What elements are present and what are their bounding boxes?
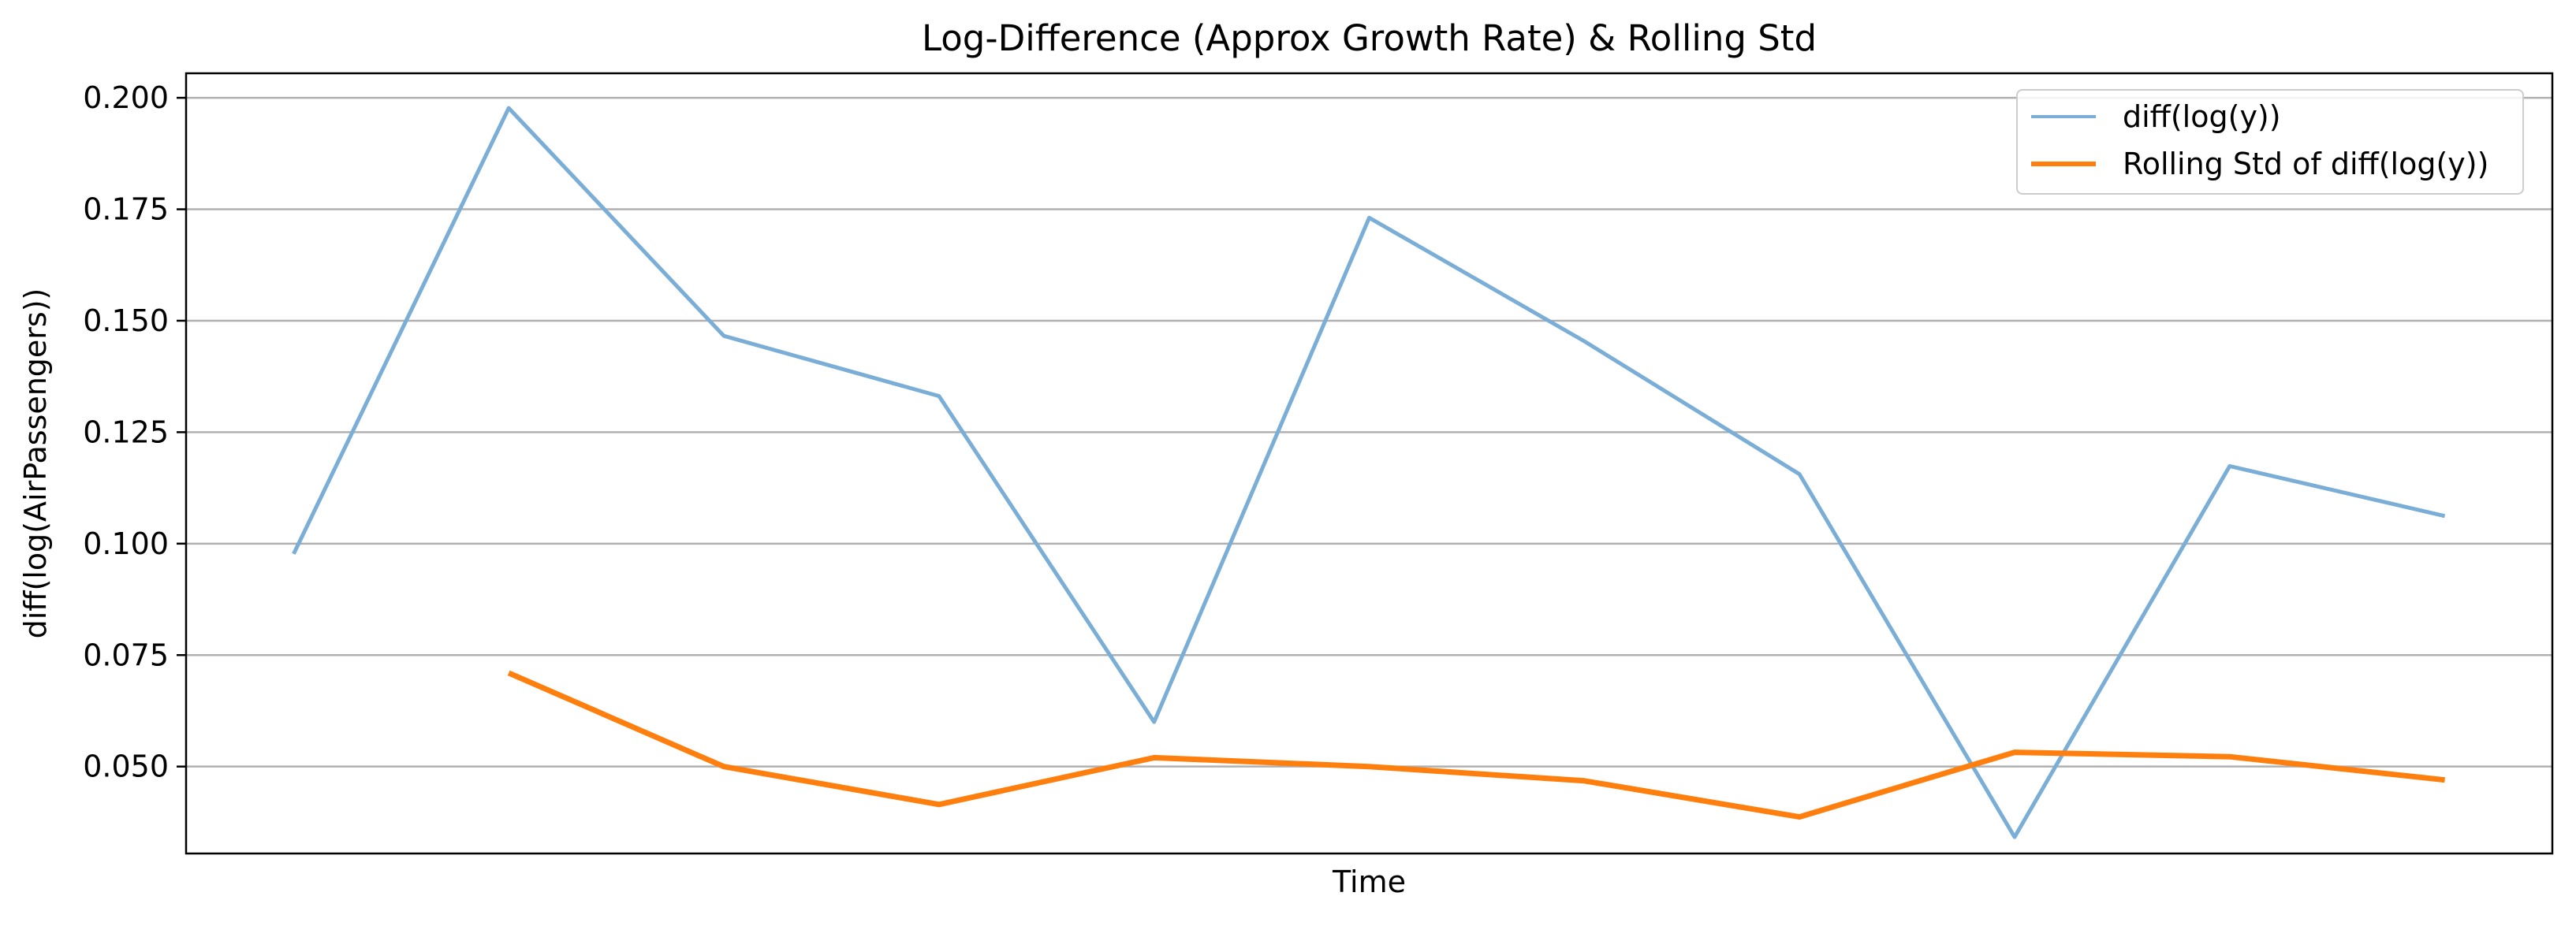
legend-label-rolling-std: Rolling Std of diff(log(y))	[2123, 147, 2488, 181]
y-tick-label: 0.125	[83, 415, 169, 449]
y-tick-label: 0.075	[83, 638, 169, 672]
y-axis-label: diff(log(AirPassengers))	[18, 288, 53, 639]
legend-label-diff-log: diff(log(y))	[2123, 99, 2281, 134]
y-tick-label: 0.150	[83, 303, 169, 338]
x-axis-label: Time	[1332, 865, 1406, 899]
y-tick-label: 0.100	[83, 526, 169, 561]
legend: diff(log(y)) Rolling Std of diff(log(y))	[2017, 90, 2523, 194]
y-tick-label: 0.050	[83, 749, 169, 784]
y-tick-label: 0.200	[83, 80, 169, 115]
y-tick-label: 0.175	[83, 192, 169, 227]
chart-title: Log-Difference (Approx Growth Rate) & Ro…	[922, 17, 1817, 59]
